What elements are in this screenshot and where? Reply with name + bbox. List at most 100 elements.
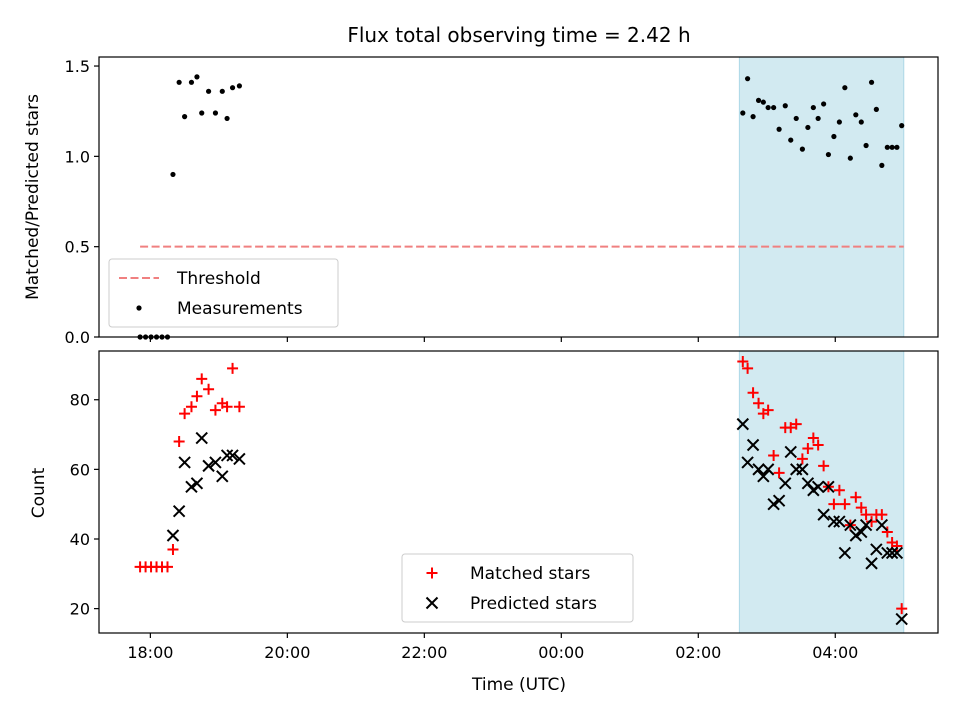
data-point xyxy=(752,463,765,476)
data-point xyxy=(895,612,908,626)
ratio-panel: 0.0 0.5 1.0 1.5 Threshold Measurements xyxy=(65,56,939,347)
data-point xyxy=(771,104,777,111)
data-point xyxy=(760,99,766,105)
data-point xyxy=(176,79,182,85)
data-point xyxy=(831,133,837,140)
legend: Threshold Measurements xyxy=(108,258,339,328)
data-point xyxy=(810,104,816,111)
data-point xyxy=(185,480,198,493)
data-point xyxy=(833,515,846,528)
data-point xyxy=(802,442,814,454)
data-point xyxy=(884,144,890,150)
y-axis-label-ratio: Matched/Predicted stars xyxy=(23,94,43,300)
data-point xyxy=(199,110,205,116)
data-point xyxy=(801,477,815,490)
data-point xyxy=(784,445,797,459)
data-point xyxy=(799,146,805,152)
count-panel: 20 40 60 80 18:00 20:00 22:00 00:00 02:00 04:00 Ma… xyxy=(70,350,939,662)
data-point xyxy=(890,546,904,560)
data-point xyxy=(757,470,770,483)
data-point xyxy=(776,126,782,132)
data-point xyxy=(753,397,765,409)
data-point xyxy=(221,401,233,413)
data-point xyxy=(202,459,215,473)
data-point xyxy=(839,498,851,510)
data-point xyxy=(881,526,893,538)
data-point xyxy=(876,509,888,521)
data-point xyxy=(788,137,794,143)
legend: Matched stars Predicted stars xyxy=(401,553,634,623)
data-point xyxy=(224,115,230,122)
data-point xyxy=(182,114,188,120)
data-point xyxy=(836,119,842,125)
data-point xyxy=(844,518,857,532)
data-point xyxy=(858,119,864,125)
data-point xyxy=(833,484,845,496)
data-point xyxy=(859,518,873,532)
observing-span-shade xyxy=(738,56,905,338)
legend-label: Threshold xyxy=(176,269,261,289)
data-point xyxy=(828,498,840,510)
data-point xyxy=(190,477,204,490)
legend-marker xyxy=(426,567,438,579)
data-point xyxy=(879,162,885,168)
data-point xyxy=(822,480,835,493)
data-point xyxy=(233,401,245,413)
data-point xyxy=(894,144,900,150)
data-point xyxy=(161,561,173,573)
data-point xyxy=(166,529,180,542)
y-tick-label: 20 xyxy=(70,600,90,619)
data-point xyxy=(807,432,819,444)
legend-marker xyxy=(425,596,439,610)
data-point xyxy=(233,452,246,466)
series-1 xyxy=(166,417,908,626)
data-point xyxy=(821,101,827,107)
data-point xyxy=(768,449,780,461)
data-point xyxy=(853,112,859,118)
data-point xyxy=(855,502,867,514)
data-point xyxy=(737,355,749,367)
data-point xyxy=(796,463,809,476)
data-point xyxy=(226,449,239,462)
data-point xyxy=(229,85,236,91)
data-point xyxy=(838,546,852,560)
legend-label: Predicted stars xyxy=(470,594,597,614)
data-point xyxy=(825,151,832,158)
data-point xyxy=(173,436,185,448)
x-tick-label: 20:00 xyxy=(264,643,310,662)
data-point xyxy=(896,603,908,615)
data-point xyxy=(818,460,830,472)
x-tick-label: 00:00 xyxy=(538,643,584,662)
legend-box xyxy=(401,553,634,623)
data-point xyxy=(765,104,771,111)
legend-box xyxy=(108,258,339,328)
y-tick-label: 80 xyxy=(70,391,90,410)
observing-span-shade xyxy=(738,350,905,634)
data-point xyxy=(220,449,234,462)
data-point xyxy=(850,491,862,503)
data-point xyxy=(870,543,883,556)
data-point xyxy=(805,124,811,131)
y-tick-label: 1.5 xyxy=(65,57,90,76)
y-axis-label-count: Count xyxy=(29,467,49,518)
data-point xyxy=(761,463,775,476)
data-point xyxy=(772,494,786,507)
data-point xyxy=(227,362,239,374)
data-point xyxy=(899,123,905,129)
data-point xyxy=(779,477,792,490)
data-point xyxy=(790,418,802,430)
data-point xyxy=(209,456,222,469)
data-point xyxy=(209,404,221,416)
data-point xyxy=(194,74,200,80)
data-point xyxy=(747,387,759,399)
data-point xyxy=(216,470,229,483)
data-point xyxy=(178,456,191,469)
data-point xyxy=(891,540,903,552)
x-tick-label: 04:00 xyxy=(812,643,858,662)
data-point xyxy=(167,543,179,555)
data-point xyxy=(863,142,869,149)
legend-label: Measurements xyxy=(177,299,303,319)
series-0 xyxy=(137,74,905,340)
y-tick-label: 0.5 xyxy=(65,238,90,257)
